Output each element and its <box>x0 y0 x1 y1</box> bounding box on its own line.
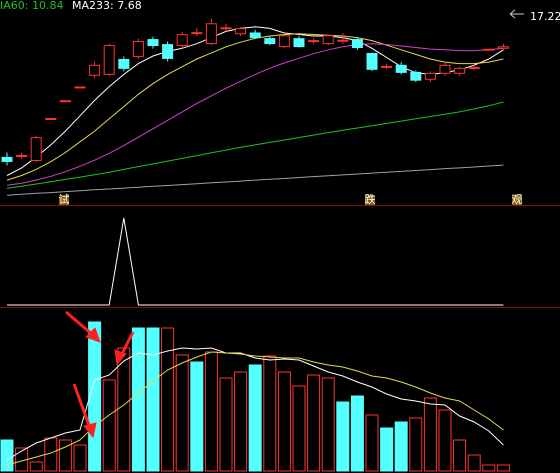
volume-bar <box>0 439 14 472</box>
candle-body <box>147 39 159 47</box>
candle-body <box>30 137 42 162</box>
volume-bar <box>146 327 160 472</box>
volume-bar <box>307 374 321 472</box>
arrows <box>65 310 135 439</box>
volume-bar <box>88 321 102 472</box>
volume-bar <box>336 401 350 472</box>
max-price-label: 17.22 <box>530 10 560 23</box>
candle-body <box>103 45 115 75</box>
candle-body <box>89 64 101 76</box>
ma-label: IA60: 10.84 <box>0 0 63 12</box>
volume-bar <box>263 355 277 472</box>
candle-body <box>1 156 13 162</box>
ma-label: MA233: 7.68 <box>72 0 142 12</box>
candle-body <box>395 64 407 73</box>
candle-body <box>235 28 247 35</box>
arrow <box>119 331 135 357</box>
volume-bar <box>453 439 467 472</box>
volume-bar <box>292 385 306 472</box>
signal-label: 观 <box>512 193 523 206</box>
candle-body <box>45 118 57 121</box>
candle-body <box>424 72 436 80</box>
candle-body <box>176 34 188 47</box>
candle-body <box>468 66 480 69</box>
volume-bar <box>394 421 408 472</box>
candle-body <box>439 64 451 74</box>
candle-body <box>220 27 232 30</box>
candle-body <box>118 58 130 69</box>
candle-body <box>454 67 466 74</box>
max-arrow <box>509 9 524 19</box>
candle-body <box>293 38 305 48</box>
signal-label: 试 <box>59 193 70 206</box>
signal-box <box>365 195 375 205</box>
ma-line <box>6 43 504 186</box>
candle-body <box>497 46 509 49</box>
ma-line <box>6 101 504 189</box>
volume-bar <box>175 354 189 472</box>
volume-bar <box>219 377 233 472</box>
arrow <box>114 349 127 366</box>
candle-body <box>351 39 363 49</box>
signal-box <box>512 195 522 205</box>
candle-body <box>264 38 276 45</box>
volume-bar <box>496 464 510 472</box>
candle-body <box>249 32 261 39</box>
candle-body <box>381 65 393 68</box>
arrow <box>85 327 101 343</box>
volume-bar <box>131 327 145 472</box>
candle-body <box>16 154 28 157</box>
volume-bar <box>350 395 364 472</box>
volume-bar <box>161 327 175 472</box>
volume-bar <box>73 444 87 472</box>
signal-box <box>59 195 69 205</box>
candle-body <box>74 86 86 89</box>
volume-bar <box>248 364 262 472</box>
candle-body <box>366 53 378 70</box>
candle-body <box>162 44 174 59</box>
candle-body <box>308 40 320 43</box>
arrow <box>65 310 95 338</box>
volume-bar <box>321 377 335 472</box>
volume-bar <box>380 427 394 472</box>
volume-bar <box>204 351 218 472</box>
volume-bar <box>117 347 131 472</box>
volume-bar <box>365 414 379 472</box>
candle-body <box>132 41 144 57</box>
candle-body <box>191 32 203 35</box>
candle-body <box>205 23 217 45</box>
volume-bar <box>482 464 496 472</box>
volume-bar <box>277 371 291 472</box>
arrow <box>72 383 92 429</box>
candle-body <box>278 35 290 48</box>
candle-body <box>483 48 495 51</box>
candle-body <box>59 100 71 103</box>
volume-bar <box>190 361 204 472</box>
ma-line <box>6 164 504 196</box>
candle-body <box>337 39 349 42</box>
volume-bar <box>423 397 437 472</box>
volume-bar <box>102 379 116 472</box>
signal-label: 跌 <box>365 192 376 206</box>
volume-bar <box>438 409 452 472</box>
volume-bar <box>234 371 248 472</box>
marks <box>0 18 510 472</box>
candle-body <box>322 35 334 45</box>
candle-body <box>410 71 422 81</box>
indicator-line <box>7 217 504 306</box>
volume-bar <box>29 461 43 472</box>
ma-line <box>6 347 504 461</box>
volume-bar <box>409 417 423 472</box>
arrow <box>83 422 97 439</box>
volume-bar <box>467 454 481 472</box>
